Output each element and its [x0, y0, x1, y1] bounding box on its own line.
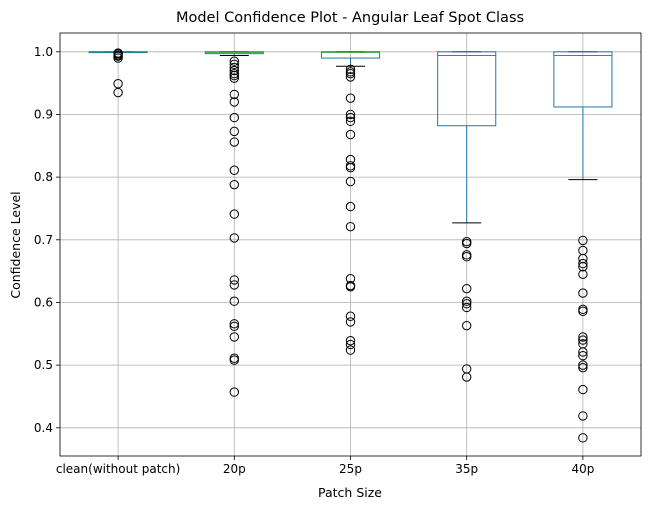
- outlier-point: [578, 339, 588, 349]
- outlier-point: [578, 269, 588, 279]
- iqr-box: [320, 51, 381, 59]
- outlier-point: [462, 299, 472, 309]
- outlier-point: [229, 89, 240, 100]
- y-axis-label: Confidence Level: [8, 191, 23, 298]
- outlier-point: [345, 335, 356, 346]
- outlier-point: [229, 179, 240, 190]
- outlier-point: [462, 302, 472, 313]
- outlier-point: [345, 154, 356, 165]
- x-axis-label: Patch Size: [318, 485, 382, 500]
- box-group-3: [437, 51, 497, 382]
- outlier-point: [578, 362, 588, 373]
- outlier-point: [345, 317, 356, 327]
- outlier-point: [578, 304, 588, 315]
- outlier-point: [229, 321, 240, 331]
- outlier-point: [578, 245, 588, 256]
- outlier-point: [345, 345, 356, 355]
- outlier-point: [578, 351, 588, 361]
- outlier-point: [345, 67, 356, 77]
- box-group-0: [88, 48, 148, 98]
- outlier-point: [229, 73, 240, 83]
- outlier-point: [113, 48, 123, 58]
- outlier-point: [229, 280, 240, 290]
- outlier-point: [462, 320, 472, 331]
- outlier-point: [578, 332, 588, 342]
- outlier-point: [462, 250, 472, 260]
- outlier-point: [462, 364, 472, 374]
- outlier-point: [345, 221, 356, 232]
- y-tick-label: 0.4: [34, 421, 53, 435]
- y-axis-ticks: 0.4 0.5 0.6 0.7 0.8 0.9 1.0: [34, 45, 60, 435]
- iqr-box: [437, 51, 497, 127]
- y-tick-label: 0.7: [34, 233, 53, 247]
- outlier-point: [229, 137, 240, 147]
- outlier-point: [345, 129, 356, 140]
- outlier-point: [345, 109, 356, 120]
- outlier-point: [462, 283, 472, 294]
- outlier-point: [229, 387, 240, 397]
- outlier-point: [578, 384, 588, 395]
- outlier-point: [345, 280, 356, 291]
- outlier-point: [229, 69, 240, 79]
- x-axis-ticks: clean(without patch) 20p 25p 35p 40p: [56, 456, 594, 476]
- x-tick-label: 20p: [223, 462, 246, 476]
- outlier-point: [229, 112, 240, 123]
- outlier-point: [229, 275, 240, 285]
- box-group-4: [553, 51, 613, 443]
- outlier-point: [229, 59, 240, 70]
- outlier-point: [345, 273, 356, 284]
- outlier-point: [229, 126, 240, 137]
- outlier-point: [345, 112, 356, 123]
- outlier-point: [578, 411, 588, 421]
- y-tick-label: 1.0: [34, 45, 53, 59]
- x-tick-label: 35p: [455, 462, 478, 476]
- x-tick-label: 25p: [339, 462, 362, 476]
- x-tick-label: 40p: [571, 462, 594, 476]
- outlier-point: [345, 311, 356, 321]
- outlier-point: [578, 235, 588, 246]
- outlier-point: [462, 236, 472, 247]
- outlier-point: [578, 288, 588, 298]
- outlier-point: [578, 258, 588, 269]
- outlier-point: [229, 319, 240, 329]
- outlier-point: [345, 93, 356, 103]
- y-tick-label: 0.9: [34, 107, 53, 121]
- boxes: [88, 48, 613, 443]
- outlier-point: [462, 296, 472, 306]
- outlier-point: [578, 360, 588, 370]
- outlier-point: [229, 56, 240, 66]
- outlier-point: [345, 72, 356, 82]
- outlier-point: [345, 116, 356, 127]
- outlier-point: [229, 97, 240, 107]
- outlier-point: [229, 296, 240, 306]
- outlier-point: [229, 65, 240, 76]
- outlier-point: [113, 79, 123, 89]
- outlier-point: [345, 339, 356, 350]
- outlier-point: [229, 332, 240, 342]
- outlier-point: [229, 353, 240, 363]
- x-tick-label: clean(without patch): [56, 462, 180, 476]
- box-group-1: [204, 51, 264, 397]
- outlier-point: [345, 176, 356, 187]
- y-tick-label: 0.6: [34, 295, 53, 309]
- y-tick-label: 0.5: [34, 358, 53, 372]
- chart-title: Model Confidence Plot - Angular Leaf Spo…: [176, 10, 524, 26]
- outlier-point: [578, 335, 588, 345]
- outlier-point: [345, 201, 356, 212]
- iqr-box: [553, 51, 613, 108]
- outlier-point: [229, 233, 240, 243]
- outlier-point: [345, 161, 356, 171]
- outlier-point: [229, 209, 240, 219]
- box-group-2: [320, 51, 381, 355]
- outlier-point: [578, 433, 588, 443]
- y-tick-label: 0.8: [34, 170, 53, 184]
- outlier-point: [345, 64, 356, 75]
- outlier-point: [229, 62, 240, 73]
- outlier-point: [229, 165, 240, 175]
